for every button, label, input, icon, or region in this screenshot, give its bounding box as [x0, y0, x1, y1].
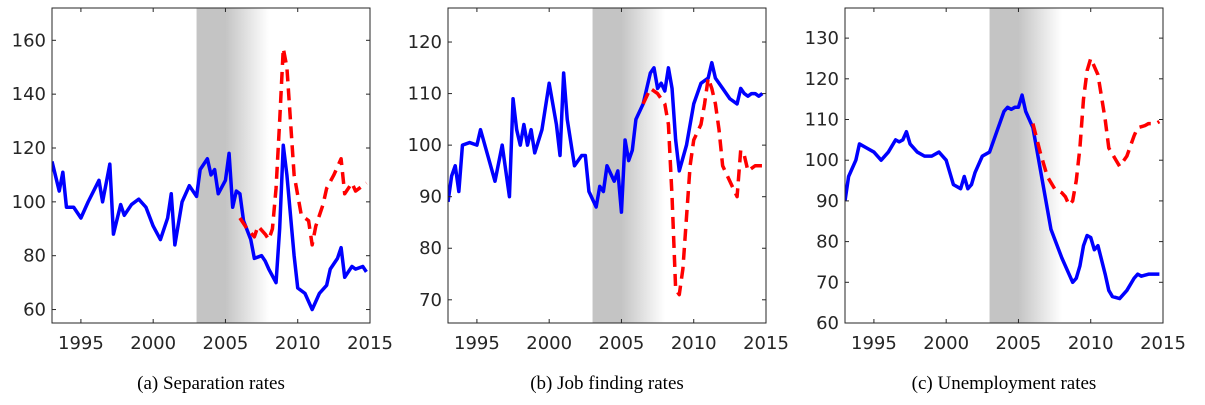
- x-tick-label: 2015: [1140, 333, 1186, 354]
- caption: (c) Unemployment rates: [912, 373, 1097, 394]
- series-line: [52, 143, 368, 312]
- y-tick-label: 130: [805, 28, 839, 49]
- y-tick-label: 120: [408, 32, 442, 53]
- x-tick-label: 2005: [599, 333, 645, 354]
- series-line: [845, 93, 1160, 301]
- series-line: [238, 46, 368, 247]
- y-tick-label: 110: [408, 84, 442, 105]
- y-tick-label: 120: [12, 138, 46, 159]
- y-tick-label: 90: [816, 191, 839, 212]
- x-tick-label: 1995: [851, 333, 897, 354]
- x-tick-label: 2015: [743, 333, 789, 354]
- series-line: [1031, 56, 1161, 207]
- axes-box: [51, 7, 371, 324]
- x-tick-label: 2010: [275, 333, 321, 354]
- y-tick-label: 60: [816, 313, 839, 334]
- panel: 1995 2000 2005 2010 2015 60 70 80 90 100 110 120 130…: [805, 7, 1186, 394]
- y-tick-label: 70: [419, 290, 442, 311]
- panel: 1995 2000 2005 2010 2015 60 80 100 120 140 160 (a) …: [12, 7, 393, 394]
- y-tick-label: 80: [419, 238, 442, 259]
- y-tick-label: 80: [816, 232, 839, 253]
- x-tick-label: 2005: [996, 333, 1042, 354]
- y-tick-label: 100: [408, 135, 442, 156]
- x-tick-label: 2010: [671, 333, 717, 354]
- y-tick-label: 70: [816, 272, 839, 293]
- x-tick-label: 2015: [347, 333, 393, 354]
- y-tick-label: 60: [23, 300, 46, 321]
- y-tick-label: 120: [805, 69, 839, 90]
- x-tick-label: 2010: [1068, 333, 1114, 354]
- x-tick-label: 1995: [454, 333, 500, 354]
- y-tick-label: 80: [23, 246, 46, 267]
- axes-box: [447, 7, 767, 324]
- x-tick-label: 1995: [58, 333, 104, 354]
- y-tick-label: 90: [419, 187, 442, 208]
- x-tick-label: 2000: [526, 333, 572, 354]
- y-tick-label: 160: [12, 30, 46, 51]
- shaded-span: [592, 8, 665, 323]
- caption: (b) Job finding rates: [530, 373, 684, 394]
- x-tick-label: 2005: [203, 333, 249, 354]
- shaded-span: [989, 8, 1062, 323]
- panel: 1995 2000 2005 2010 2015 70 80 90 100 110 120 (b) J…: [408, 7, 789, 394]
- y-tick-label: 100: [12, 192, 46, 213]
- caption: (a) Separation rates: [137, 373, 285, 394]
- axes-box: [844, 7, 1164, 324]
- x-tick-label: 2000: [923, 333, 969, 354]
- y-tick-label: 100: [805, 150, 839, 171]
- y-tick-label: 140: [12, 84, 46, 105]
- series-line: [448, 60, 764, 214]
- y-tick-label: 110: [805, 110, 839, 131]
- x-tick-label: 2000: [130, 333, 176, 354]
- series-line: [641, 76, 763, 297]
